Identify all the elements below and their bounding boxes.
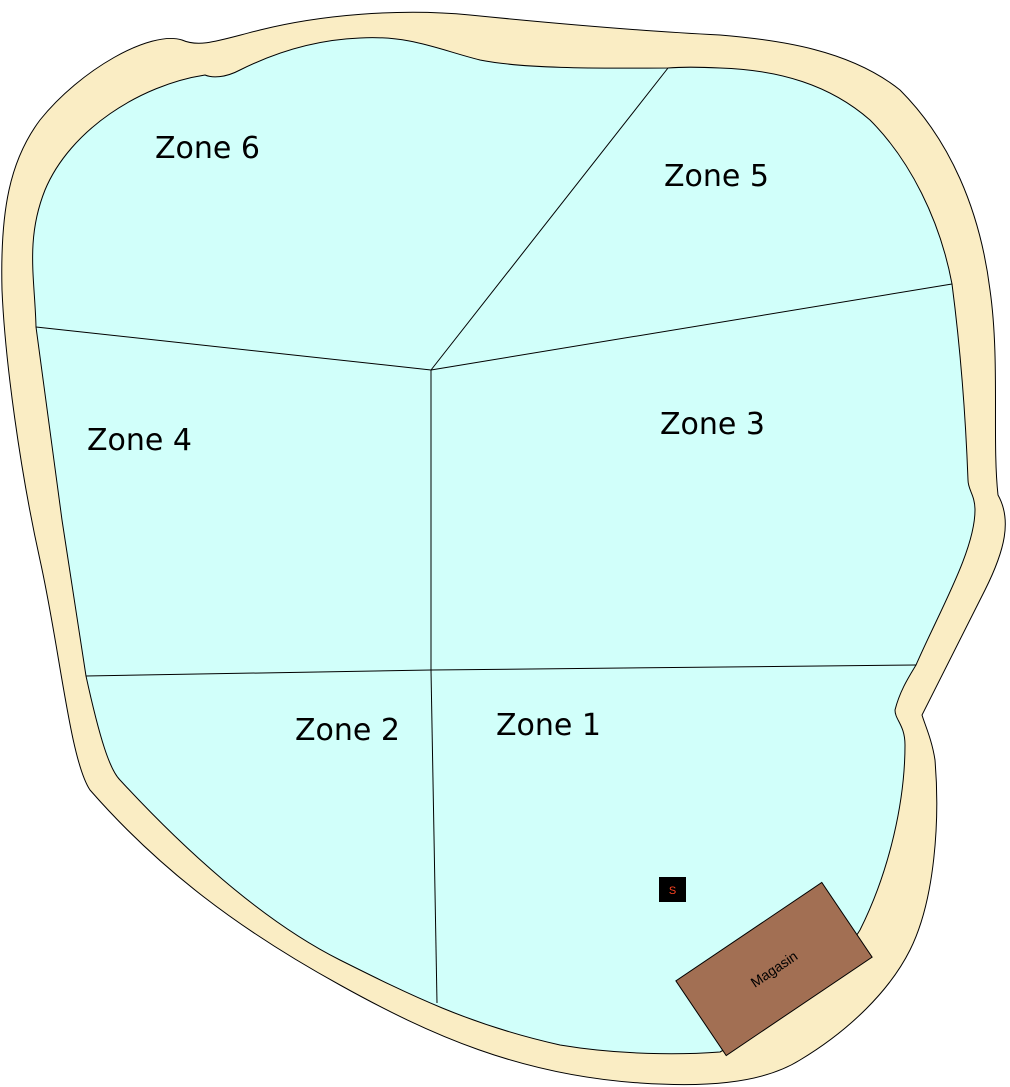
divider-5-3 <box>430 283 953 371</box>
zone-label-5: Zone 5 <box>664 159 769 194</box>
divider-2-1 <box>430 669 438 1004</box>
zone-label-2: Zone 2 <box>295 713 400 748</box>
divider-3-1 <box>430 664 917 671</box>
zone-label-3: Zone 3 <box>660 407 765 442</box>
shop-rect <box>675 881 873 1057</box>
sensor-label: S <box>669 885 676 897</box>
divider-6-4 <box>35 326 432 371</box>
divider-6-5 <box>430 67 669 371</box>
sensor-marker[interactable]: S <box>659 877 686 902</box>
sensor-box <box>659 877 686 902</box>
shop-building[interactable]: Magasin <box>675 881 873 1057</box>
zone-dividers <box>35 67 953 1004</box>
zone-label-6: Zone 6 <box>155 131 260 166</box>
divider-4-2 <box>85 669 432 677</box>
zone-label-1: Zone 1 <box>496 708 601 743</box>
zone-label-4: Zone 4 <box>87 423 192 458</box>
lake-water <box>32 37 976 1055</box>
